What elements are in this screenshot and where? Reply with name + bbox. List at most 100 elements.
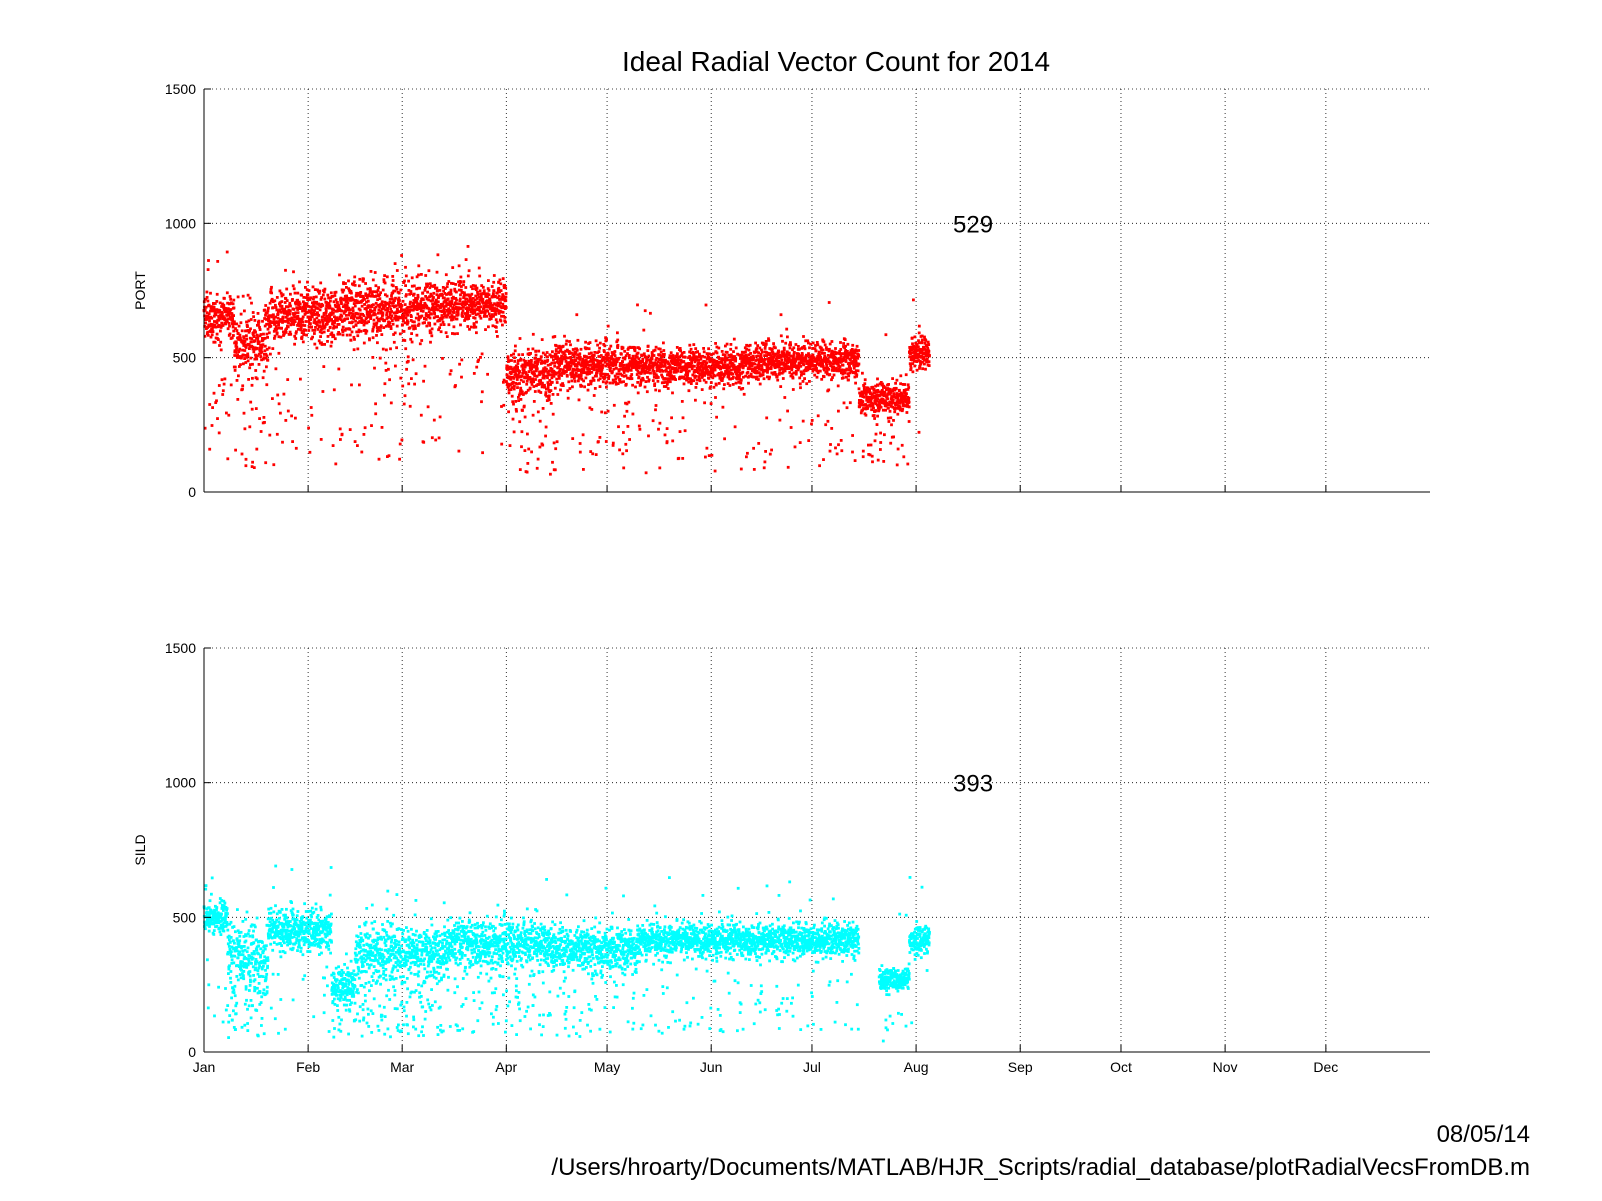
data-point <box>416 324 420 327</box>
data-point <box>275 296 279 299</box>
data-point <box>834 351 838 354</box>
data-point <box>267 346 271 350</box>
data-point <box>679 349 682 353</box>
data-point <box>677 456 681 460</box>
data-point <box>759 360 763 364</box>
data-point <box>558 369 562 373</box>
data-point <box>576 338 580 342</box>
data-point <box>485 314 489 318</box>
data-point <box>427 282 430 286</box>
data-point <box>552 373 555 376</box>
data-point <box>724 358 728 362</box>
data-point <box>779 385 783 388</box>
data-point <box>415 287 418 291</box>
data-point <box>414 304 418 308</box>
data-point <box>857 387 861 391</box>
data-point <box>411 320 415 324</box>
data-point <box>352 298 355 302</box>
data-point <box>581 360 584 364</box>
data-point <box>386 455 389 458</box>
data-point <box>745 343 748 347</box>
data-point <box>713 469 717 473</box>
data-point <box>497 281 501 284</box>
data-point <box>282 334 285 337</box>
data-point <box>550 361 554 365</box>
data-point <box>843 371 847 375</box>
data-point <box>231 317 234 321</box>
data-point <box>786 365 790 368</box>
data-point <box>242 411 246 415</box>
data-point <box>886 387 890 390</box>
data-point <box>615 340 619 344</box>
data-point <box>421 291 425 295</box>
data-point <box>747 366 750 370</box>
data-point <box>347 313 351 317</box>
data-point <box>444 314 447 317</box>
data-point <box>351 306 355 310</box>
data-point <box>474 284 477 288</box>
data-point <box>422 379 425 383</box>
data-point <box>609 366 612 370</box>
data-point <box>553 370 556 374</box>
data-point <box>555 344 558 348</box>
data-point <box>447 311 450 315</box>
data-point <box>257 319 261 323</box>
data-point <box>588 370 592 374</box>
data-point <box>398 442 402 446</box>
data-point <box>842 356 846 360</box>
data-point <box>394 304 398 308</box>
data-point <box>556 361 560 364</box>
data-point <box>812 364 815 367</box>
data-point <box>496 309 500 312</box>
data-point <box>495 307 499 311</box>
data-point <box>284 315 288 319</box>
data-point <box>456 332 459 335</box>
data-point <box>814 364 818 367</box>
data-point <box>307 426 310 430</box>
data-point <box>344 317 347 321</box>
data-point <box>654 345 658 349</box>
data-point <box>265 383 269 387</box>
data-point <box>230 336 234 340</box>
data-point <box>264 304 268 307</box>
data-point <box>813 373 817 377</box>
data-point <box>624 374 628 378</box>
data-point <box>893 388 897 392</box>
data-point <box>578 352 582 356</box>
data-point <box>829 353 833 357</box>
data-point <box>583 363 587 367</box>
data-point <box>217 324 221 327</box>
data-point <box>539 355 543 359</box>
data-point <box>705 352 709 355</box>
data-point <box>632 360 635 364</box>
data-point <box>512 377 516 380</box>
data-point <box>727 370 731 373</box>
data-point <box>690 361 694 365</box>
data-point <box>364 292 368 296</box>
data-point <box>522 371 525 374</box>
data-point <box>300 335 304 339</box>
data-point <box>564 359 568 363</box>
data-point <box>399 316 403 319</box>
data-point <box>878 390 882 394</box>
data-point <box>898 399 902 403</box>
data-point <box>586 356 590 359</box>
data-point <box>701 362 705 366</box>
data-point <box>559 388 562 392</box>
data-point <box>452 325 456 329</box>
data-point <box>249 318 253 321</box>
data-point <box>309 318 313 321</box>
data-point <box>296 327 300 331</box>
data-point <box>770 363 774 366</box>
data-point <box>285 327 288 331</box>
data-point <box>645 356 649 359</box>
data-point <box>533 357 537 360</box>
data-point <box>550 376 554 380</box>
data-point <box>863 395 866 399</box>
data-point <box>406 321 410 324</box>
data-point <box>365 316 369 319</box>
data-point <box>629 346 633 349</box>
data-point <box>301 340 305 344</box>
data-point <box>651 419 655 423</box>
data-point <box>504 306 508 309</box>
